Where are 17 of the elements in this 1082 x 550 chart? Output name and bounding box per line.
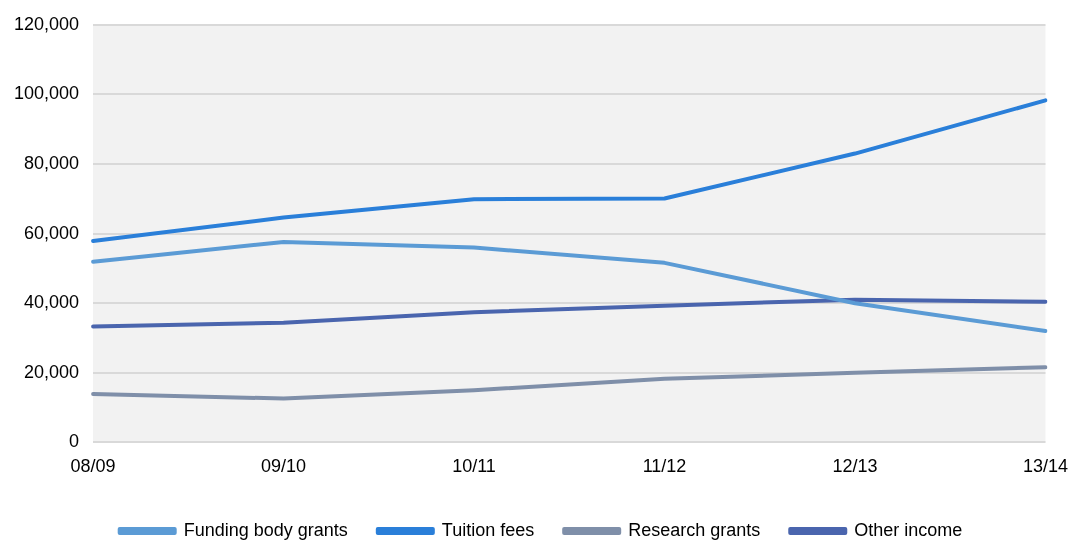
y-tick-label: 40,000 [24, 292, 80, 313]
y-tick-label: 120,000 [13, 13, 80, 34]
legend-label: Research grants [628, 519, 761, 540]
y-tick-label: 20,000 [24, 361, 80, 382]
x-tick-label: 12/13 [832, 456, 878, 477]
y-tick-label: 0 [69, 431, 80, 452]
y-tick-label: 100,000 [13, 83, 80, 104]
legend-label: Funding body grants [183, 519, 348, 540]
x-tick-label: 10/11 [452, 456, 496, 477]
legend-label: Tuition fees [441, 519, 535, 540]
y-tick-label: 60,000 [24, 222, 80, 243]
x-tick-label: 11/12 [642, 456, 687, 477]
x-tick-label: 08/09 [70, 456, 116, 477]
legend-label: Other income [854, 519, 963, 540]
y-tick-label: 80,000 [24, 152, 80, 173]
x-tick-label: 13/14 [1022, 456, 1068, 477]
x-tick-label: 09/10 [261, 456, 307, 477]
